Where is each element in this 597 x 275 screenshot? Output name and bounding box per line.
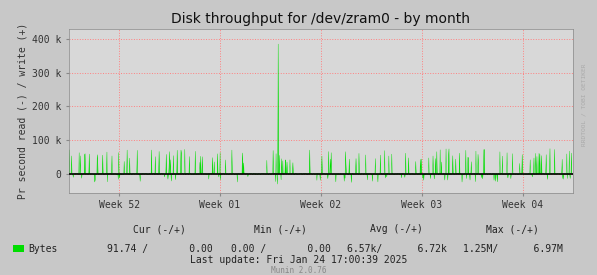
- Text: 0.00 /       0.00: 0.00 / 0.00: [230, 244, 331, 254]
- Text: RRDTOOL / TOBI OETIKER: RRDTOOL / TOBI OETIKER: [581, 63, 586, 146]
- Title: Disk throughput for /dev/zram0 - by month: Disk throughput for /dev/zram0 - by mont…: [171, 12, 470, 26]
- Text: Avg (-/+): Avg (-/+): [370, 224, 423, 234]
- Text: Cur (-/+): Cur (-/+): [133, 224, 186, 234]
- Text: Min (-/+): Min (-/+): [254, 224, 307, 234]
- Y-axis label: Pr second read (-) / write (+): Pr second read (-) / write (+): [17, 23, 27, 199]
- Text: Munin 2.0.76: Munin 2.0.76: [271, 266, 326, 275]
- Text: 1.25M/      6.97M: 1.25M/ 6.97M: [463, 244, 562, 254]
- Text: 6.57k/      6.72k: 6.57k/ 6.72k: [347, 244, 447, 254]
- Text: Max (-/+): Max (-/+): [486, 224, 539, 234]
- Text: Bytes: Bytes: [29, 244, 58, 254]
- Text: 91.74 /       0.00: 91.74 / 0.00: [107, 244, 213, 254]
- Text: Last update: Fri Jan 24 17:00:39 2025: Last update: Fri Jan 24 17:00:39 2025: [190, 255, 407, 265]
